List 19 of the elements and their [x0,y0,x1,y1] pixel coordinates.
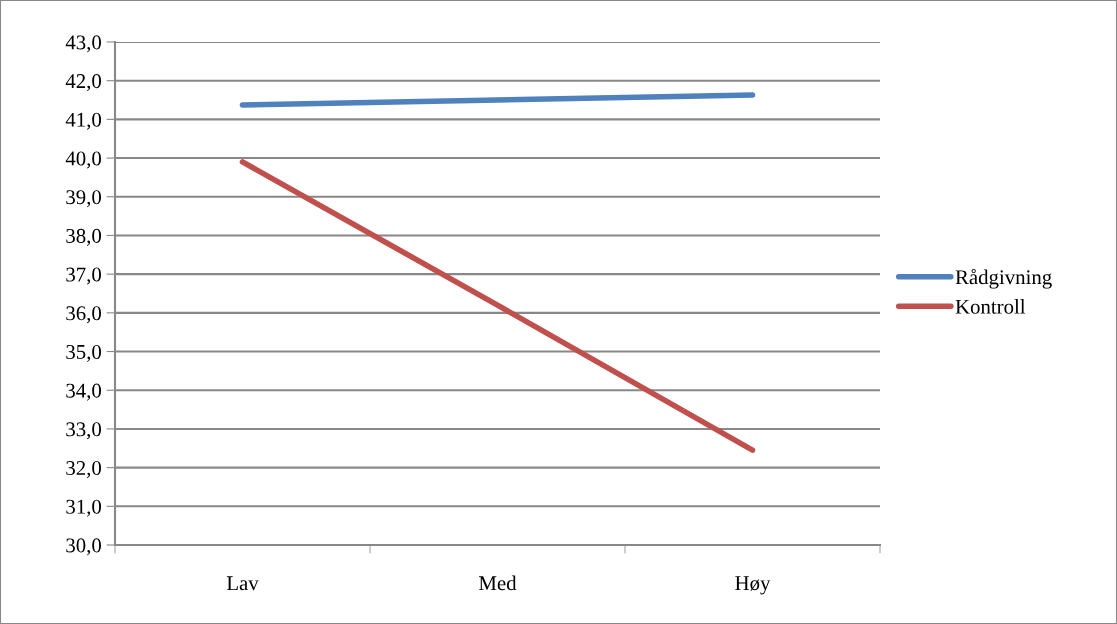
y-tick-label: 40,0 [65,151,102,169]
y-tick-label: 35,0 [66,344,102,362]
y-tick-label: 37,0 [66,267,102,285]
y-tick-label: 32,0 [66,460,102,479]
y-tick-label: 39,0 [66,190,102,208]
legend-label: Rådgivning [955,268,1052,289]
y-tick-label: 33,0 [66,422,102,440]
x-tick-label: Med [479,575,517,591]
y-tick-label: 43,0 [65,35,102,53]
legend-label: Kontroll [955,299,1026,314]
y-tick-label: 31,0 [66,499,102,517]
y-tick-label: 34,0 [66,383,102,401]
y-tick-label: 30,0 [66,538,102,556]
y-tick-label: 36,0 [66,306,102,324]
x-tick-label: Høy [735,576,771,595]
y-tick-label: 42,0 [65,74,102,92]
y-tick-label: 38,0 [66,228,102,246]
x-tick-label: Lav [226,576,259,591]
y-tick-label: 41,0 [65,112,102,130]
